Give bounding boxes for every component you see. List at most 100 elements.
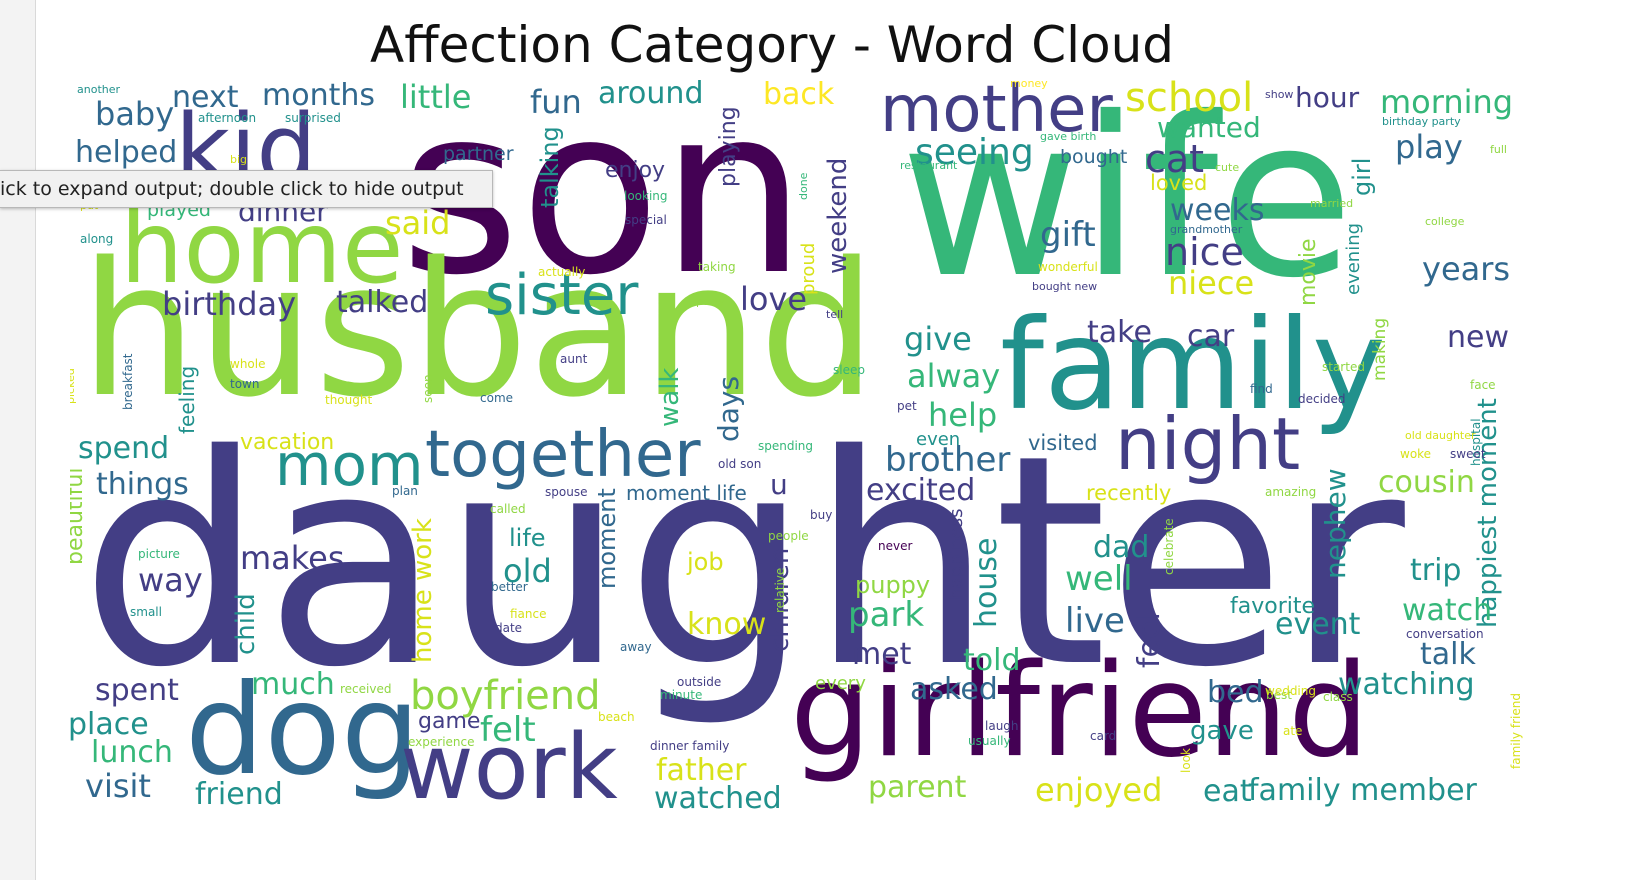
cloud-word-much: much bbox=[251, 667, 335, 702]
cloud-word-find: find bbox=[1250, 382, 1273, 396]
cloud-word-dad: dad bbox=[1093, 530, 1150, 565]
cloud-word-birthday: birthday bbox=[162, 285, 297, 323]
cloud-word-said: said bbox=[385, 204, 451, 242]
cloud-word-away: away bbox=[620, 640, 652, 654]
cloud-word-started: started bbox=[1322, 360, 1365, 374]
cloud-word-together: together bbox=[425, 418, 701, 492]
cloud-word-laugh: laugh bbox=[985, 719, 1019, 733]
cloud-word-relative: relative bbox=[773, 567, 787, 613]
cloud-word-special: special bbox=[625, 213, 667, 227]
cloud-word-buy: buy bbox=[810, 508, 833, 522]
cloud-word-college: college bbox=[1425, 215, 1465, 228]
cloud-word-picture: picture bbox=[138, 547, 180, 561]
cloud-word-decided: decided bbox=[1298, 392, 1346, 406]
plot-title: Affection Category - Word Cloud bbox=[370, 16, 1175, 74]
cloud-word-conversation: conversation bbox=[1406, 627, 1484, 641]
cloud-word-grandmother: grandmother bbox=[1170, 223, 1243, 236]
cloud-word-things: things bbox=[96, 467, 189, 502]
cloud-word-know: know bbox=[687, 607, 767, 642]
cloud-word-cute: cute bbox=[1215, 161, 1240, 174]
notebook-output-gutter[interactable] bbox=[0, 0, 36, 880]
cloud-word-wanted: wanted bbox=[1157, 111, 1261, 144]
cloud-word-game: game bbox=[418, 709, 481, 734]
cloud-word-years: years bbox=[1422, 250, 1511, 288]
word-cloud-image: daughter son wife husband family girlfriend ho… bbox=[70, 78, 1530, 850]
cloud-word-wedding: wedding bbox=[1265, 684, 1316, 698]
cloud-word-give: give bbox=[904, 320, 972, 358]
output-tooltip: ick to expand output; double click to hi… bbox=[0, 170, 493, 208]
cloud-word-married: married bbox=[1310, 197, 1354, 210]
cloud-word-money: money bbox=[1010, 78, 1048, 90]
cloud-word-movie: movie bbox=[1296, 238, 1321, 306]
cloud-word-spouse: spouse bbox=[545, 485, 588, 499]
cloud-word-nephew: nephew bbox=[1319, 468, 1352, 579]
cloud-word-sweet: sweet bbox=[1450, 447, 1486, 461]
cloud-word-play: play bbox=[1395, 128, 1463, 166]
cloud-word-new: new bbox=[1447, 320, 1510, 355]
cloud-word-talk: talk bbox=[1420, 637, 1476, 672]
cloud-word-around: around bbox=[598, 78, 704, 111]
cloud-word-months: months bbox=[262, 78, 375, 113]
cloud-word-sleep: sleep bbox=[833, 363, 865, 377]
cloud-word-spend: spend bbox=[78, 431, 170, 466]
cloud-word-morning: morning bbox=[1380, 83, 1514, 121]
cloud-word-never: never bbox=[878, 539, 913, 553]
cloud-word-playing: playing bbox=[716, 106, 741, 187]
cloud-word-gift: gift bbox=[1040, 215, 1096, 255]
cloud-word-watching: watching bbox=[1338, 667, 1475, 702]
cloud-word-come: come bbox=[480, 391, 514, 405]
cloud-word-done: done bbox=[797, 172, 810, 200]
cloud-word-look: look bbox=[1179, 748, 1193, 773]
cloud-word-face: face bbox=[1470, 378, 1496, 392]
cloud-word-celebrate: celebrate bbox=[1162, 518, 1176, 575]
cloud-word-watch: watch bbox=[1402, 593, 1493, 628]
cloud-word-hour: hour bbox=[1295, 81, 1360, 114]
cloud-word-amazing: amazing bbox=[1265, 485, 1317, 499]
cloud-word-next: next bbox=[172, 80, 239, 115]
cloud-word-old-daughter: old daughter bbox=[1405, 429, 1476, 442]
cloud-word-wonderful: wonderful bbox=[1038, 260, 1098, 274]
cloud-word-bought-new: bought new bbox=[1032, 280, 1098, 293]
cloud-word-dog: dog bbox=[185, 658, 421, 803]
cloud-word-evening: evening bbox=[1343, 222, 1364, 295]
cloud-word-wife: wife bbox=[900, 78, 1354, 326]
cloud-word-seeing: seeing bbox=[915, 132, 1034, 173]
cloud-word-minute: minute bbox=[660, 688, 703, 702]
cloud-word-moment: moment bbox=[593, 488, 621, 589]
cloud-word-breakfast: breakfast bbox=[121, 353, 135, 410]
cloud-word-along: along bbox=[80, 232, 114, 246]
cloud-word-town: town bbox=[230, 377, 260, 391]
cloud-word-puppy: puppy bbox=[855, 571, 931, 599]
cloud-word-surprised: surprised bbox=[285, 111, 341, 125]
cloud-word-experience: experience bbox=[408, 735, 475, 749]
cloud-word-felt: felt bbox=[480, 710, 536, 750]
cloud-word-car: car bbox=[1187, 319, 1235, 354]
cloud-word-fun: fun bbox=[530, 83, 582, 121]
cloud-word-job: job bbox=[687, 548, 724, 576]
cloud-word-family-member: family member bbox=[1248, 773, 1477, 808]
cloud-word-helped: helped bbox=[75, 135, 178, 170]
cloud-word-visited: visited bbox=[1028, 431, 1098, 455]
cloud-word-tell: tell bbox=[826, 308, 844, 321]
cloud-word-work: work bbox=[400, 715, 618, 820]
cloud-word-usually: usually bbox=[968, 734, 1011, 748]
cloud-word-whole: whole bbox=[230, 357, 266, 371]
cloud-word-enjoyed: enjoyed bbox=[1035, 771, 1163, 809]
cloud-word-night: night bbox=[1115, 402, 1301, 486]
cloud-word-partner: partner bbox=[443, 143, 514, 165]
cloud-word-gave-birth: gave birth bbox=[1040, 130, 1097, 143]
cloud-word-watched: watched bbox=[654, 781, 782, 816]
cloud-word-beach: beach bbox=[598, 710, 635, 724]
cloud-word-happiness: happiness bbox=[946, 508, 967, 600]
cloud-word-father: father bbox=[656, 753, 747, 788]
cloud-word-better: better bbox=[491, 580, 528, 594]
cloud-word-child: child bbox=[231, 593, 261, 655]
cloud-word-making: making bbox=[1370, 317, 1390, 381]
cloud-word-old-son: old son bbox=[718, 457, 762, 471]
cloud-word-brother: brother bbox=[885, 440, 1011, 480]
cloud-word-aunt: aunt bbox=[560, 352, 588, 366]
cloud-word-ate: ate bbox=[1283, 724, 1303, 738]
cloud-word-big: big bbox=[230, 153, 248, 166]
cloud-word-place: place bbox=[70, 707, 149, 742]
cloud-word-asked: asked bbox=[910, 672, 998, 707]
